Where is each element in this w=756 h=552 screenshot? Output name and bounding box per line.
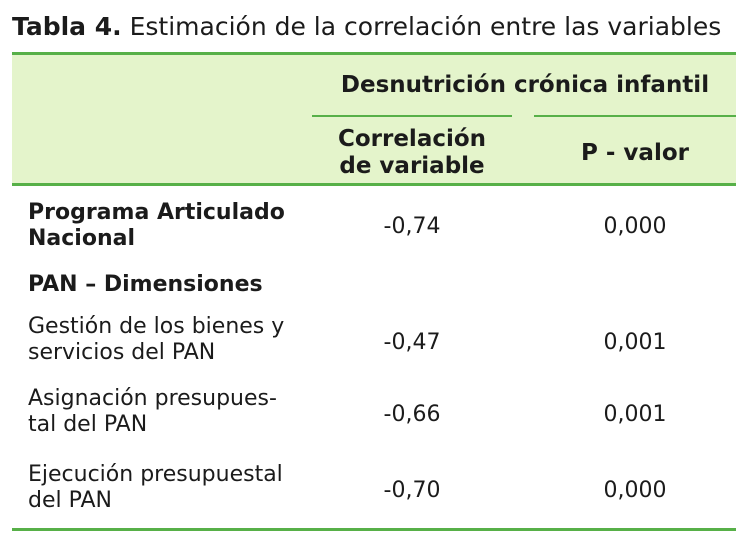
correlation-value: -0,47 (383, 330, 441, 355)
row-label: Gestión de los bienes y servicios del PA… (28, 314, 285, 365)
correlation-value: -0,74 (383, 214, 441, 239)
table-row: Programa Articulado Nacional -0,74 0,000 (12, 198, 736, 258)
table-caption: Tabla 4. Estimación de la correlación en… (12, 10, 721, 44)
column-header-correlation: Correlación de variable (337, 126, 487, 179)
row-label: Asignación presupues- tal del PAN (28, 386, 277, 437)
table-header: Desnutrición crónica infantil Correlació… (12, 52, 736, 186)
correlation-value: -0,66 (383, 402, 441, 427)
p-value: 0,000 (603, 478, 667, 503)
table-row: Gestión de los bienes y servicios del PA… (12, 314, 736, 374)
section-label: PAN – Dimensiones (28, 272, 263, 297)
correlation-value: -0,70 (383, 478, 441, 503)
group-header: Desnutrición crónica infantil (340, 72, 710, 98)
p-value: 0,001 (603, 330, 667, 355)
group-divider-left (312, 115, 512, 117)
table-row: Asignación presupues- tal del PAN -0,66 … (12, 386, 736, 446)
column-header-p-value: P - valor (581, 140, 689, 166)
table-row: Ejecución presupuestal del PAN -0,70 0,0… (12, 462, 736, 522)
row-label: Programa Articulado Nacional (28, 200, 285, 251)
correlation-table: Desnutrición crónica infantil Correlació… (12, 52, 736, 532)
table-bottom-rule (12, 528, 736, 531)
row-label: Ejecución presupuestal del PAN (28, 462, 283, 513)
p-value: 0,001 (603, 402, 667, 427)
section-row: PAN – Dimensiones (12, 270, 736, 300)
table-number: Tabla 4. (12, 12, 122, 41)
table-title: Estimación de la correlación entre las v… (129, 12, 722, 41)
group-divider-right (534, 115, 736, 117)
p-value: 0,000 (603, 214, 667, 239)
